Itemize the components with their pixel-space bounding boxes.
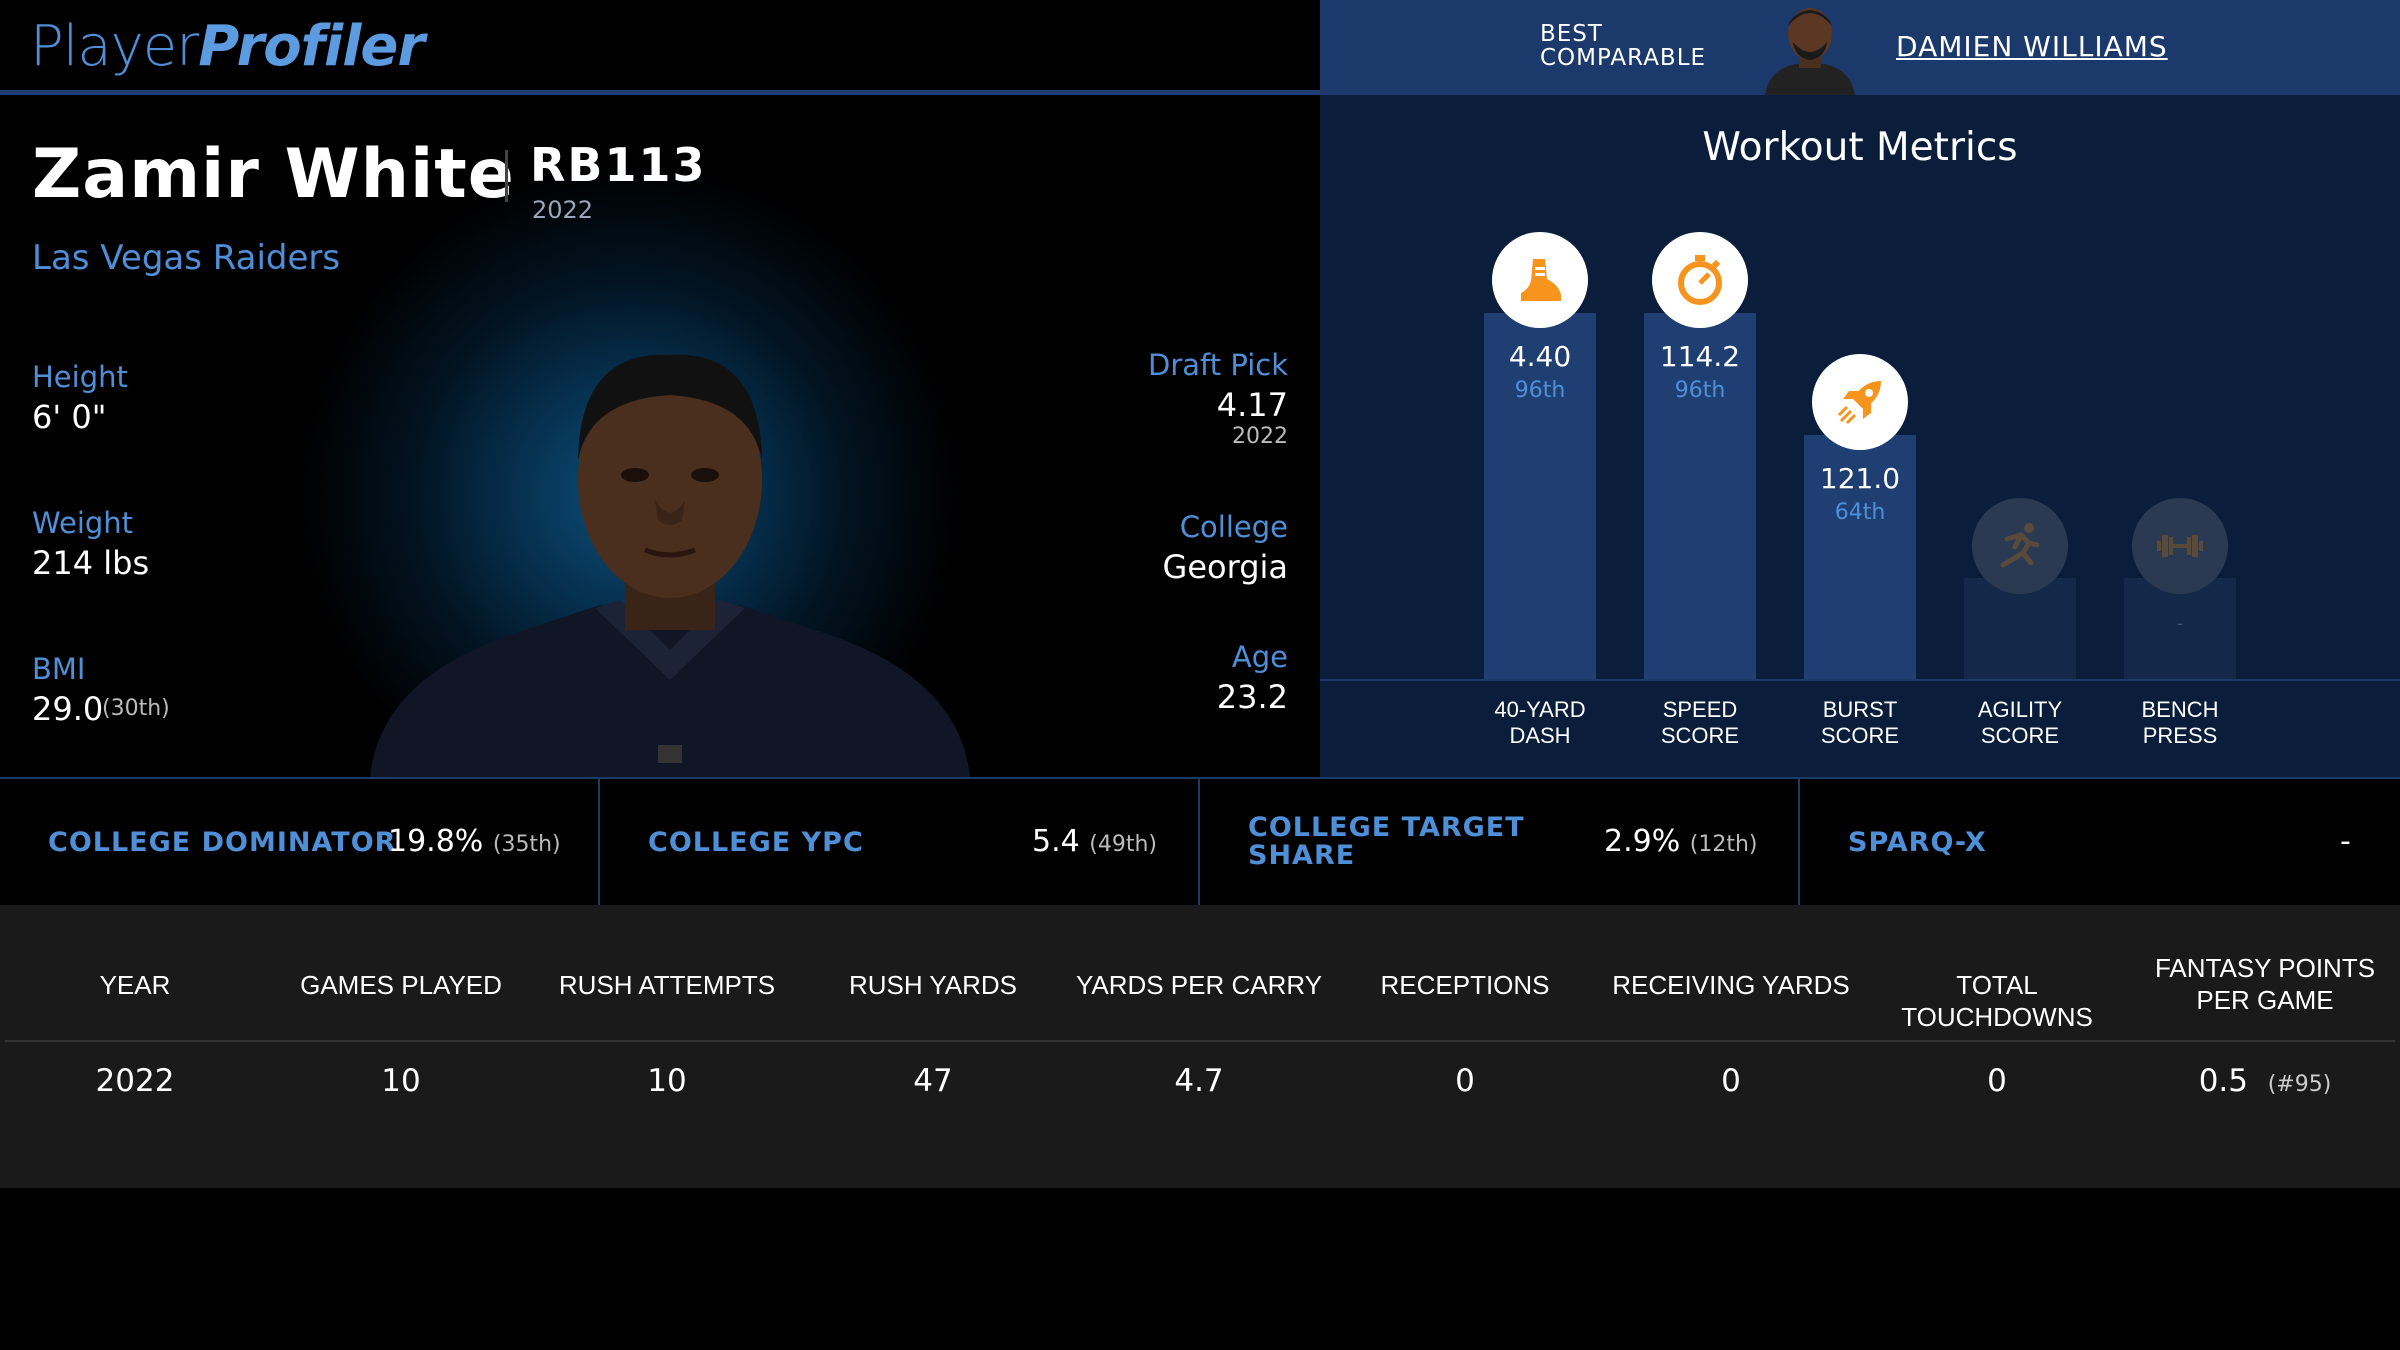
sparq-x-label: SPARQ-X [1848,827,1987,858]
bar-speed-score [1644,313,1756,679]
height-label: Height [32,360,128,394]
player-name: Zamir White [32,135,515,214]
name-divider [505,150,508,202]
college-target-share-label: COLLEGE TARGET SHARE [1248,812,1525,871]
bar-label: BENCH PRESS [2141,697,2219,748]
rank-year: 2022 [532,196,594,224]
table-cell: 0 [1455,1063,1475,1099]
table-cell: 10 [647,1063,687,1099]
rocket-icon [1812,354,1908,450]
best-comparable-label: BEST COMPARABLE [1540,21,1707,71]
bar-percentile: 64th [1834,500,1886,525]
weight-value: 214 lbs [32,544,150,582]
college-label: College [1179,510,1288,544]
top-bar-divider [0,90,1320,95]
height-value: 6' 0" [32,398,107,436]
workout-axis [1320,679,2400,681]
table-cell: 0 [1721,1063,1741,1099]
bar-value: - [2177,614,2183,633]
bar-label: 40-YARD DASH [1494,697,1586,748]
age-label: Age [1231,640,1288,674]
bar-label: BURST SCORE [1820,697,1900,748]
table-header-year: YEAR [99,970,171,1000]
table-cell: 4.7 [1174,1063,1224,1099]
bar-value: 121.0 [1819,462,1901,495]
position-rank: RB113 [530,138,707,192]
bar-value: 4.40 [1508,340,1572,373]
bar-value: 114.2 [1659,340,1741,373]
bmi-value: 29.0 [32,690,104,728]
bmi-rank: (30th) [102,696,170,721]
weight-label: Weight [32,506,134,540]
metric-divider [1798,779,1800,905]
table-cell: 47 [913,1063,953,1099]
table-header-ypc: YARDS PER CARRY [1075,970,1323,1000]
shoe-icon [1492,232,1588,328]
runner-icon [1972,498,2068,594]
college-metrics-row [0,777,2400,905]
table-header-receiving-yards: RECEIVING YARDS [1612,970,1850,1000]
draft-pick-label: Draft Pick [1148,348,1288,382]
bar-40-yard-dash [1484,313,1596,679]
bmi-label: BMI [32,652,86,686]
best-comparable-bar [1320,0,2400,95]
sparq-x-value: - [2340,824,2351,859]
comparable-player-link[interactable]: DAMIEN WILLIAMS [1896,30,2168,63]
team-name[interactable]: Las Vegas Raiders [32,238,341,278]
table-divider [5,1040,2395,1042]
college-ypc-value: 5.4 (49th) [1032,824,1157,859]
table-header-receptions: RECEPTIONS [1380,970,1550,1000]
metric-divider [1198,779,1200,905]
draft-pick-value: 4.17 [1216,386,1288,424]
table-header-touchdowns: TOTAL TOUCHDOWNS [1901,970,2093,1032]
table-header-fantasy-ppg: FANTASY POINTS PER GAME [2154,953,2376,1015]
college-ypc-label: COLLEGE YPC [648,827,864,858]
top-bar [0,0,1320,92]
table-cell: 0.5 (#95) [2198,1063,2332,1099]
bar-burst-score [1804,435,1916,679]
age-value: 23.2 [1216,678,1288,716]
table-cell: 10 [381,1063,421,1099]
season-stats-table [0,905,2400,1188]
draft-year: 2022 [1232,424,1288,449]
table-header-games: GAMES PLAYED [300,970,502,1000]
bar-percentile: 96th [1514,378,1566,403]
workout-metrics-title: Workout Metrics [1702,125,2018,170]
stopwatch-icon [1652,232,1748,328]
player-headshot [370,350,970,777]
college-dominator-value: 19.8% (35th) [388,824,561,859]
college-value: Georgia [1162,548,1288,586]
college-dominator-label: COLLEGE DOMINATOR [48,827,397,858]
dumbbell-icon [2132,498,2228,594]
table-header-rush-yards: RUSH YARDS [848,970,1018,1000]
bar-label: AGILITY SCORE [1977,697,2063,748]
bar-bench-press [2124,578,2236,679]
table-cell: 0 [1987,1063,2007,1099]
playerprofiler-logo[interactable]: PlayerProfiler [30,14,425,79]
comparable-avatar [1755,0,1865,95]
table-cell: 2022 [95,1063,175,1099]
table-header-rush-attempts: RUSH ATTEMPTS [558,970,776,1000]
bar-label: SPEED SCORE [1660,697,1740,748]
bar-percentile: 96th [1674,378,1726,403]
bar-agility-score [1964,578,2076,679]
metric-divider [598,779,600,905]
college-target-share-value: 2.9% (12th) [1604,824,1758,859]
